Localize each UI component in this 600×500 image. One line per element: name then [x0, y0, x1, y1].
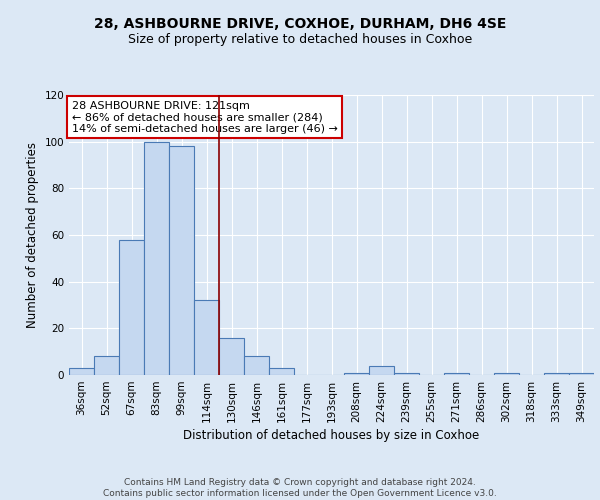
Bar: [344, 372, 369, 375]
Text: 28, ASHBOURNE DRIVE, COXHOE, DURHAM, DH6 4SE: 28, ASHBOURNE DRIVE, COXHOE, DURHAM, DH6…: [94, 18, 506, 32]
Bar: [444, 372, 469, 375]
Bar: [119, 240, 144, 375]
Bar: [169, 146, 194, 375]
Bar: [494, 372, 519, 375]
Bar: [569, 372, 594, 375]
Text: Contains HM Land Registry data © Crown copyright and database right 2024.
Contai: Contains HM Land Registry data © Crown c…: [103, 478, 497, 498]
Bar: [544, 372, 569, 375]
Bar: [219, 338, 244, 375]
Bar: [269, 368, 294, 375]
Bar: [94, 356, 119, 375]
Bar: [369, 366, 394, 375]
Text: 28 ASHBOURNE DRIVE: 121sqm
← 86% of detached houses are smaller (284)
14% of sem: 28 ASHBOURNE DRIVE: 121sqm ← 86% of deta…: [71, 100, 337, 134]
Y-axis label: Number of detached properties: Number of detached properties: [26, 142, 39, 328]
Bar: [244, 356, 269, 375]
Text: Size of property relative to detached houses in Coxhoe: Size of property relative to detached ho…: [128, 32, 472, 46]
Bar: [394, 372, 419, 375]
Bar: [69, 368, 94, 375]
X-axis label: Distribution of detached houses by size in Coxhoe: Distribution of detached houses by size …: [184, 429, 479, 442]
Bar: [144, 142, 169, 375]
Bar: [194, 300, 219, 375]
